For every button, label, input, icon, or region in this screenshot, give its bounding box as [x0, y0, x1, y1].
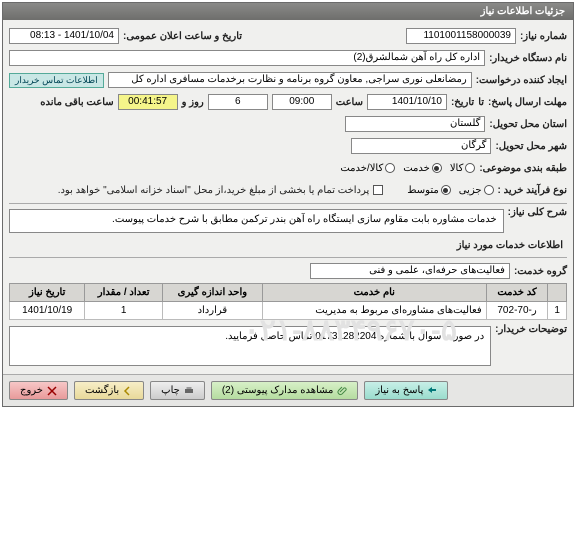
- group-value: فعالیت‌های حرفه‌ای، علمی و فنی: [310, 263, 510, 279]
- deadline-date: 1401/10/10: [367, 94, 447, 110]
- respond-icon: [427, 386, 437, 396]
- radio-both[interactable]: کالا/خدمت: [340, 163, 395, 174]
- row-buyer-note: توضیحات خریدار: در صورت سوال با شماره 01…: [9, 324, 567, 368]
- services-header: اطلاعات خدمات مورد نیاز: [9, 237, 567, 254]
- attach-icon: [337, 386, 347, 396]
- exit-button[interactable]: خروج: [9, 381, 68, 400]
- remain-label: ساعت باقی مانده: [40, 97, 113, 108]
- table-header-row: کد خدمت نام خدمت واحد اندازه گیری تعداد …: [10, 284, 567, 302]
- category-label: طبقه بندی موضوعی:: [479, 163, 567, 174]
- city-label: شهر محل تحویل:: [495, 141, 567, 152]
- deadline-to: تا: [478, 97, 484, 108]
- date-label: تاریخ:: [451, 97, 474, 108]
- print-label: چاپ: [161, 385, 180, 396]
- th-name: نام خدمت: [262, 284, 486, 302]
- radio-service[interactable]: خدمت: [403, 163, 442, 174]
- buyer-org-value: اداره کل راه آهن شمالشرق(2): [9, 50, 485, 66]
- requester-value: رمضانعلی نوری سراجی, معاون گروه برنامه و…: [108, 72, 472, 88]
- city-value: گرگان: [351, 138, 491, 154]
- footer-toolbar: خروج بازگشت چاپ مشاهده مدارک پیوستی (2) …: [3, 374, 573, 406]
- row-overall: شرح کلی نیاز: خدمات مشاوره بابت مقاوم سا…: [9, 207, 567, 235]
- respond-button[interactable]: پاسخ به نیاز: [364, 381, 448, 400]
- announce-value: 1401/10/04 - 08:13: [9, 28, 119, 44]
- th-code: کد خدمت: [486, 284, 548, 302]
- islamic-treasury-checkbox[interactable]: [373, 185, 383, 195]
- overall-text: خدمات مشاوره بابت مقاوم سازی ایستگاه راه…: [9, 209, 504, 233]
- province-value: گلستان: [345, 116, 485, 132]
- radio-medium[interactable]: متوسط: [407, 185, 450, 196]
- radio-minor-label: جزیی: [459, 185, 482, 196]
- back-label: بازگشت: [85, 385, 119, 396]
- radio-medium-label: متوسط: [407, 185, 438, 196]
- province-label: استان محل تحویل:: [489, 119, 567, 130]
- buyer-org-label: نام دستگاه خریدار:: [489, 53, 567, 64]
- exit-icon: [47, 386, 57, 396]
- cell-date: 1401/10/19: [10, 302, 85, 320]
- deadline-label: مهلت ارسال پاسخ:: [488, 97, 567, 108]
- attachments-button[interactable]: مشاهده مدارک پیوستی (2): [211, 381, 359, 400]
- islamic-note: پرداخت تمام یا بخشی از مبلغ خرید،از محل …: [58, 185, 370, 196]
- days-value: 6: [208, 94, 268, 110]
- overall-label: شرح کلی نیاز:: [508, 207, 567, 218]
- requester-label: ایجاد کننده درخواست:: [476, 75, 567, 86]
- print-button[interactable]: چاپ: [150, 381, 205, 400]
- process-label: نوع فرآیند خرید :: [498, 185, 567, 196]
- cell-idx: 1: [548, 302, 567, 320]
- need-no-label: شماره نیاز:: [520, 31, 567, 42]
- exit-label: خروج: [20, 385, 43, 396]
- panel-body: شماره نیاز: 1101001158000039 تاریخ و ساع…: [3, 20, 573, 374]
- row-service-group: گروه خدمت: فعالیت‌های حرفه‌ای، علمی و فن…: [9, 261, 567, 281]
- print-icon: [184, 386, 194, 396]
- cell-name: فعالیت‌های مشاوره‌ای مربوط به مدیریت: [262, 302, 486, 320]
- attachments-label: مشاهده مدارک پیوستی (2): [222, 385, 334, 396]
- days-unit: روز و: [182, 97, 204, 108]
- row-requester: ایجاد کننده درخواست: رمضانعلی نوری سراجی…: [9, 70, 567, 90]
- row-province: استان محل تحویل: گلستان: [9, 114, 567, 134]
- process-radio-group: جزیی متوسط: [407, 185, 493, 196]
- back-icon: [123, 386, 133, 396]
- buyer-note-text: در صورت سوال با شماره 01731282204 تماس ح…: [9, 326, 491, 366]
- category-radio-group: کالا خدمت کالا/خدمت: [340, 163, 475, 174]
- radio-minor[interactable]: جزیی: [459, 185, 494, 196]
- details-panel: جزئیات اطلاعات نیاز شماره نیاز: 11010011…: [2, 2, 574, 407]
- row-city: شهر محل تحویل: گرگان: [9, 136, 567, 156]
- services-table: کد خدمت نام خدمت واحد اندازه گیری تعداد …: [9, 283, 567, 320]
- th-qty: تعداد / مقدار: [85, 284, 162, 302]
- back-button[interactable]: بازگشت: [74, 381, 144, 400]
- row-process: نوع فرآیند خرید : جزیی متوسط پرداخت تمام…: [9, 180, 567, 200]
- respond-label: پاسخ به نیاز: [375, 385, 423, 396]
- separator-1: [9, 203, 567, 204]
- cell-code: ر-70-702: [486, 302, 548, 320]
- row-category: طبقه بندی موضوعی: کالا خدمت کالا/خدمت: [9, 158, 567, 178]
- announce-label: تاریخ و ساعت اعلان عمومی:: [123, 31, 242, 42]
- cell-unit: قرارداد: [162, 302, 262, 320]
- th-unit: واحد اندازه گیری: [162, 284, 262, 302]
- row-deadline: مهلت ارسال پاسخ: تا تاریخ: 1401/10/10 سا…: [9, 92, 567, 112]
- radio-both-label: کالا/خدمت: [340, 163, 383, 174]
- row-buyer-org: نام دستگاه خریدار: اداره کل راه آهن شمال…: [9, 48, 567, 68]
- cell-qty: 1: [85, 302, 162, 320]
- need-no-value: 1101001158000039: [406, 28, 516, 44]
- contact-buyer-button[interactable]: اطلاعات تماس خریدار: [9, 73, 104, 88]
- group-label: گروه خدمت:: [514, 266, 567, 277]
- panel-title: جزئیات اطلاعات نیاز: [3, 3, 573, 20]
- separator-2: [9, 257, 567, 258]
- th-date: تاریخ نیاز: [10, 284, 85, 302]
- countdown-value: 00:41:57: [118, 94, 178, 110]
- th-idx: [548, 284, 567, 302]
- radio-service-label: خدمت: [403, 163, 430, 174]
- row-need-no: شماره نیاز: 1101001158000039 تاریخ و ساع…: [9, 26, 567, 46]
- time-label: ساعت: [336, 97, 363, 108]
- table-wrap: ۰۲۱-۸۸۳۴۹۶۷۰-۵ کد خدمت نام خدمت واحد اند…: [9, 283, 567, 320]
- deadline-time: 09:00: [272, 94, 332, 110]
- radio-goods-label: کالا: [450, 163, 464, 174]
- buyer-note-label: توضیحات خریدار:: [495, 324, 567, 335]
- radio-goods[interactable]: کالا: [450, 163, 476, 174]
- table-row[interactable]: 1 ر-70-702 فعالیت‌های مشاوره‌ای مربوط به…: [10, 302, 567, 320]
